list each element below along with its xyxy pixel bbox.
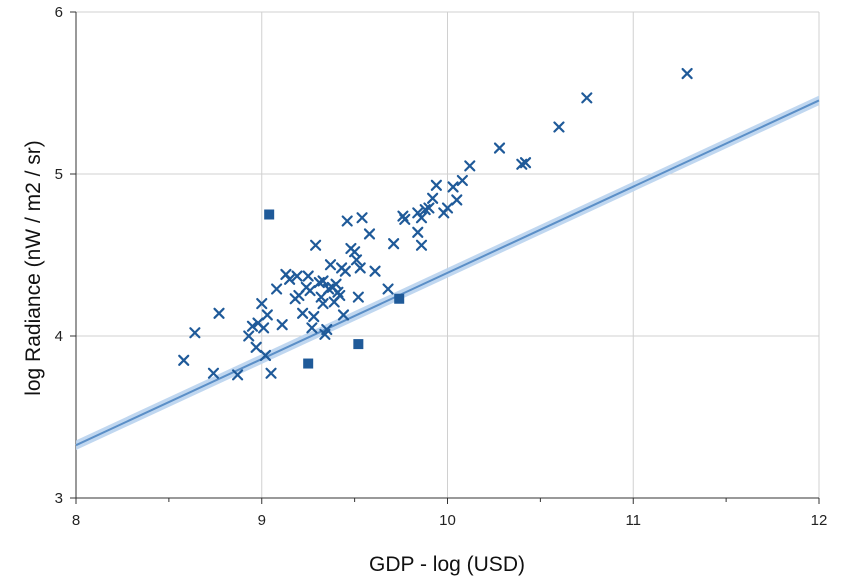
tick-labels: 8 9 10 11 12 3 4 5 6 bbox=[55, 4, 828, 529]
x-point bbox=[456, 174, 468, 187]
square-point bbox=[303, 358, 314, 369]
x-point bbox=[304, 285, 316, 297]
x-point bbox=[317, 298, 329, 310]
x-point bbox=[356, 212, 368, 224]
x-point bbox=[178, 354, 190, 366]
x-point bbox=[246, 320, 259, 332]
x-point bbox=[308, 310, 320, 323]
x-point bbox=[306, 322, 318, 334]
y-tick-label: 3 bbox=[55, 490, 63, 507]
x-point bbox=[310, 239, 322, 251]
x-point bbox=[232, 369, 244, 381]
x-point bbox=[324, 259, 337, 271]
data-points bbox=[178, 67, 693, 381]
square-point bbox=[264, 209, 275, 220]
x-point bbox=[341, 215, 353, 227]
x-point bbox=[553, 121, 565, 133]
regression-line bbox=[75, 99, 820, 447]
x-tick-label: 8 bbox=[72, 512, 80, 529]
x-point bbox=[412, 226, 424, 238]
x-point bbox=[363, 228, 376, 240]
x-point bbox=[681, 67, 693, 80]
x-point bbox=[423, 202, 435, 214]
y-tick-label: 5 bbox=[55, 166, 63, 183]
x-point bbox=[302, 270, 314, 282]
x-point bbox=[259, 349, 272, 362]
x-tick-label: 9 bbox=[258, 512, 266, 529]
x-point bbox=[519, 157, 532, 169]
x-point bbox=[350, 254, 363, 266]
x-point bbox=[451, 194, 463, 206]
x-point bbox=[297, 307, 309, 319]
y-tick-label: 6 bbox=[55, 4, 63, 21]
square-point bbox=[353, 339, 364, 350]
grid-lines bbox=[75, 11, 820, 499]
x-point bbox=[388, 238, 400, 250]
axes bbox=[70, 11, 820, 504]
x-point bbox=[243, 330, 255, 342]
x-point bbox=[256, 298, 268, 310]
x-point bbox=[382, 283, 394, 295]
x-point bbox=[441, 202, 454, 214]
x-point bbox=[284, 273, 296, 285]
x-point bbox=[261, 309, 273, 321]
x-point bbox=[213, 307, 225, 319]
x-point bbox=[427, 192, 439, 204]
x-point bbox=[339, 265, 351, 277]
x-tick-label: 10 bbox=[439, 512, 456, 529]
x-point bbox=[415, 239, 428, 251]
x-point bbox=[321, 323, 333, 336]
x-point bbox=[447, 181, 459, 193]
x-point bbox=[317, 275, 329, 287]
x-point bbox=[369, 265, 381, 277]
x-tick-label: 12 bbox=[811, 512, 828, 529]
x-point bbox=[337, 309, 350, 321]
x-tick-label: 11 bbox=[625, 512, 641, 529]
x-point bbox=[258, 322, 270, 334]
x-point bbox=[464, 160, 476, 172]
x-point bbox=[352, 291, 364, 303]
x-point bbox=[415, 212, 428, 224]
x-point bbox=[354, 262, 366, 274]
square-point bbox=[394, 293, 405, 304]
x-point bbox=[276, 319, 288, 331]
y-axis-title: log Radiance (nW / m2 / sr) bbox=[22, 140, 45, 396]
x-point bbox=[189, 327, 201, 339]
y-tick-label: 4 bbox=[55, 328, 63, 345]
x-point bbox=[334, 289, 346, 302]
x-point bbox=[207, 367, 220, 379]
x-point bbox=[581, 92, 593, 104]
x-point bbox=[271, 283, 283, 295]
x-point bbox=[430, 179, 442, 191]
x-point bbox=[399, 213, 411, 225]
x-point bbox=[265, 367, 277, 379]
x-axis-title: GDP - log (USD) bbox=[369, 553, 525, 576]
x-point bbox=[493, 142, 506, 154]
x-point bbox=[250, 341, 262, 353]
fit-line-group bbox=[75, 99, 820, 447]
x-point bbox=[291, 270, 303, 282]
